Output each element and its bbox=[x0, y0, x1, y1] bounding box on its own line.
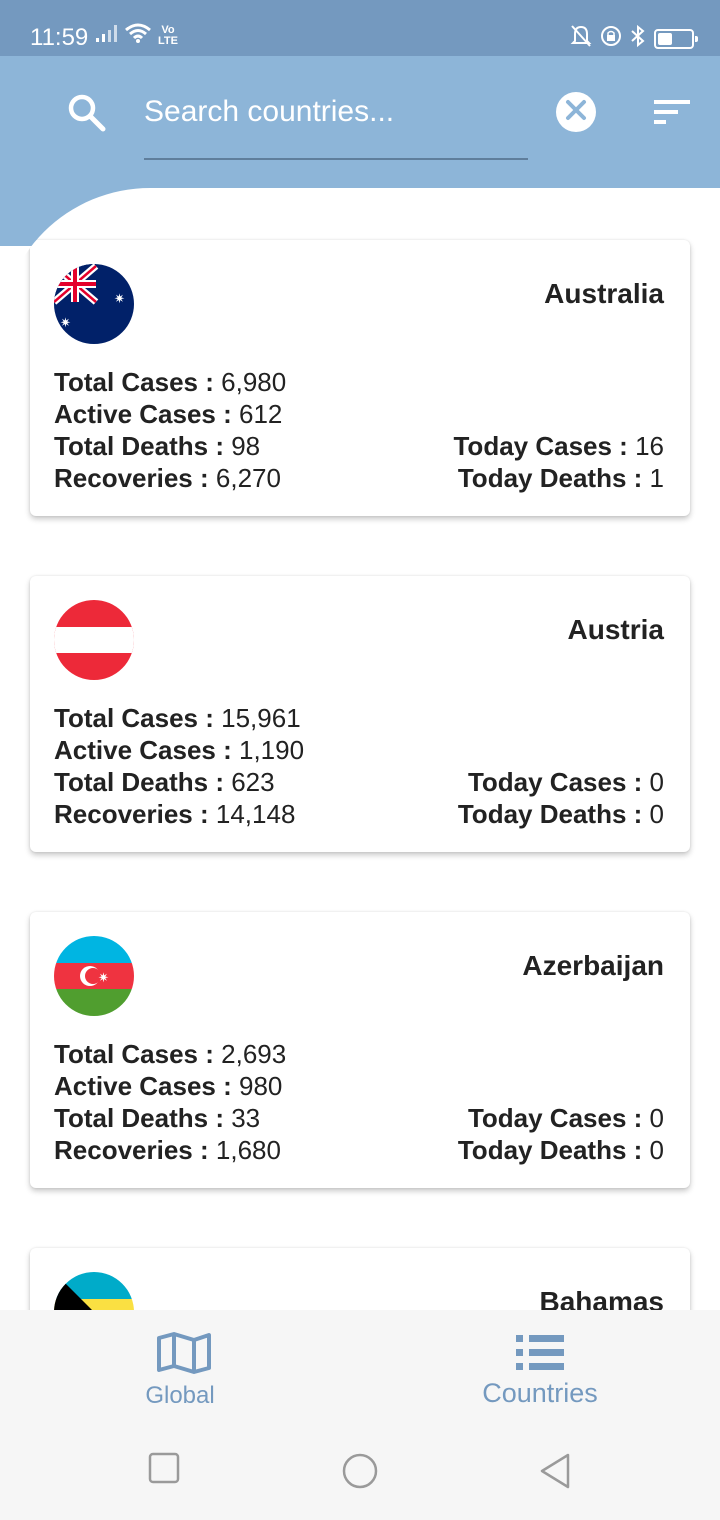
sort-icon bbox=[650, 100, 692, 132]
battery-icon bbox=[654, 28, 698, 49]
active-cases: Active Cases : 612 bbox=[54, 399, 283, 429]
today-deaths: Today Deaths : 1 bbox=[457, 463, 664, 493]
lock-rotation-icon bbox=[600, 25, 622, 52]
mute-bell-icon bbox=[570, 24, 592, 53]
country-card[interactable]: ✷ Azerbaijan Total Cases : 2,693 Active … bbox=[30, 912, 690, 1188]
map-icon bbox=[156, 1332, 212, 1379]
recent-apps-button[interactable] bbox=[148, 1452, 180, 1489]
today-cases: Today Cases : 16 bbox=[453, 431, 664, 461]
clear-search-button[interactable] bbox=[556, 92, 596, 132]
country-card[interactable]: Bahamas bbox=[30, 1248, 690, 1310]
azerbaijan-flag-icon: ✷ bbox=[54, 936, 134, 1016]
country-name: Australia bbox=[544, 278, 664, 309]
active-cases: Active Cases : 980 bbox=[54, 1071, 283, 1101]
country-list-container[interactable]: ✷ ✷ Australia Total Cases : 6,980 Active… bbox=[0, 188, 720, 1310]
today-deaths: Today Deaths : 0 bbox=[457, 1135, 664, 1165]
signal-icon bbox=[96, 23, 118, 48]
search-input[interactable] bbox=[144, 90, 528, 134]
back-button[interactable] bbox=[538, 1452, 572, 1495]
status-bar: 11:59 Vo LTE bbox=[0, 0, 720, 56]
recoveries: Recoveries : 1,680 bbox=[54, 1135, 281, 1165]
austria-flag-icon bbox=[54, 600, 134, 680]
wifi-icon bbox=[124, 22, 152, 49]
country-card[interactable]: ✷ ✷ Australia Total Cases : 6,980 Active… bbox=[30, 240, 690, 516]
system-navigation-bar bbox=[0, 1426, 720, 1520]
status-time: 11:59 bbox=[30, 24, 89, 51]
today-cases: Today Cases : 0 bbox=[467, 767, 664, 797]
home-button[interactable] bbox=[341, 1452, 379, 1495]
recoveries: Recoveries : 14,148 bbox=[54, 799, 296, 829]
nav-countries[interactable]: Countries bbox=[360, 1310, 720, 1426]
list-icon bbox=[514, 1332, 566, 1379]
today-deaths: Today Deaths : 0 bbox=[457, 799, 664, 829]
country-name: Azerbaijan bbox=[522, 950, 664, 981]
svg-text:✷: ✷ bbox=[114, 292, 125, 307]
recoveries: Recoveries : 6,270 bbox=[54, 463, 281, 493]
country-name: Bahamas bbox=[539, 1286, 664, 1310]
bluetooth-icon bbox=[630, 24, 646, 53]
total-cases: Total Cases : 6,980 bbox=[54, 367, 287, 397]
sort-button[interactable] bbox=[650, 96, 692, 128]
bahamas-flag-icon bbox=[54, 1272, 134, 1310]
search-underline bbox=[144, 158, 528, 160]
total-deaths: Total Deaths : 623 bbox=[54, 767, 275, 797]
total-deaths: Total Deaths : 98 bbox=[54, 431, 261, 461]
total-deaths: Total Deaths : 33 bbox=[54, 1103, 261, 1133]
svg-text:✷: ✷ bbox=[98, 971, 109, 986]
nav-global[interactable]: Global bbox=[0, 1310, 360, 1426]
country-name: Austria bbox=[567, 614, 664, 645]
active-cases: Active Cases : 1,190 bbox=[54, 735, 305, 765]
bottom-navigation: Global Countries bbox=[0, 1310, 720, 1426]
total-cases: Total Cases : 2,693 bbox=[54, 1039, 287, 1069]
nav-global-label: Global bbox=[145, 1382, 215, 1409]
today-cases: Today Cases : 0 bbox=[467, 1103, 664, 1133]
volte-icon: Vo LTE bbox=[158, 23, 178, 47]
total-cases: Total Cases : 15,961 bbox=[54, 703, 301, 733]
search-icon bbox=[66, 92, 108, 134]
country-card[interactable]: Austria Total Cases : 15,961 Active Case… bbox=[30, 576, 690, 852]
close-icon bbox=[565, 99, 587, 126]
nav-countries-label: Countries bbox=[482, 1378, 598, 1408]
australia-flag-icon: ✷ ✷ bbox=[54, 264, 134, 344]
svg-text:✷: ✷ bbox=[60, 316, 71, 331]
